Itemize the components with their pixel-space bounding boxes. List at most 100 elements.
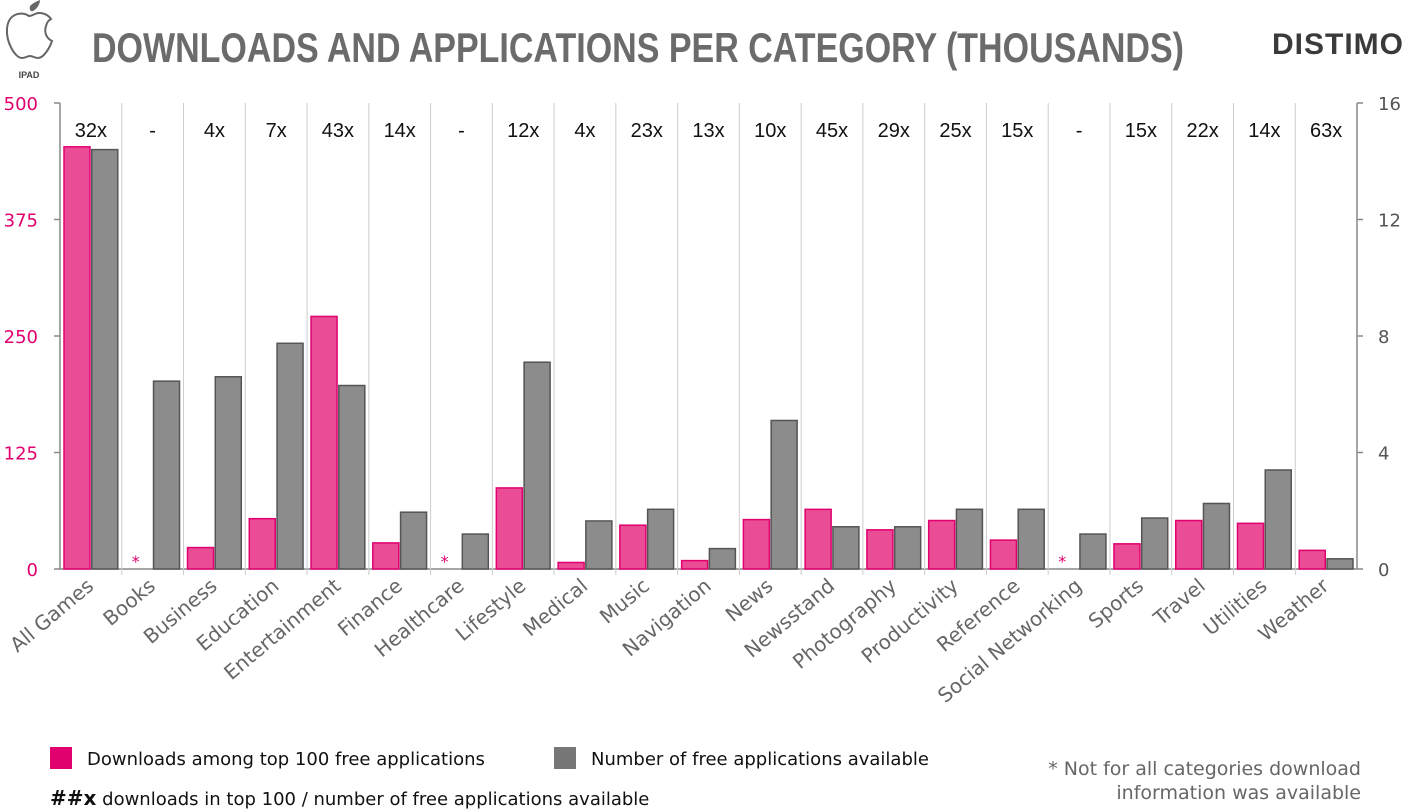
right-axis-tick-label: 0 bbox=[1378, 560, 1389, 581]
ratio-label: 15x bbox=[1125, 120, 1157, 142]
apps-bar bbox=[585, 520, 613, 570]
apps-bar bbox=[1140, 517, 1169, 570]
not-available-marker: * bbox=[132, 552, 140, 571]
apps-bar bbox=[338, 384, 366, 570]
not-available-marker: * bbox=[1058, 552, 1066, 571]
apps-bar bbox=[1264, 469, 1292, 570]
ratio-label: 4x bbox=[574, 120, 595, 142]
left-axis-ticks: 0 125 250 375 500 bbox=[4, 94, 60, 581]
ratio-label: 22x bbox=[1186, 120, 1218, 142]
downloads-bar bbox=[495, 487, 524, 570]
downloads-bar bbox=[742, 518, 771, 570]
brand-logo: DISTIMO bbox=[1272, 28, 1404, 61]
legend-downloads-label: Downloads among top 100 free application… bbox=[87, 749, 485, 770]
apps-bar bbox=[523, 361, 551, 570]
ratio-label: 23x bbox=[631, 120, 663, 142]
category-label: Sports bbox=[1083, 573, 1148, 633]
downloads-bar bbox=[927, 519, 956, 570]
apps-bar bbox=[399, 511, 428, 570]
category-labels: All Games BooksBusinessEducationEntertain… bbox=[5, 573, 1334, 708]
device-label: IPAD bbox=[19, 70, 40, 80]
footnote-line2: information was available bbox=[1116, 782, 1361, 804]
downloads-bar bbox=[63, 146, 91, 570]
ratio-label: 25x bbox=[939, 120, 971, 142]
left-axis-tick-label: 500 bbox=[4, 94, 38, 115]
ratio-label: 63x bbox=[1310, 120, 1342, 142]
apps-bar bbox=[152, 380, 181, 570]
legend: Downloads among top 100 free application… bbox=[50, 747, 929, 810]
downloads-bar bbox=[804, 508, 832, 570]
legend-apps-label: Number of free applications available bbox=[591, 749, 929, 770]
left-axis-tick-label: 250 bbox=[4, 327, 38, 348]
downloads-bar bbox=[680, 559, 709, 570]
category-label: All Games bbox=[5, 573, 98, 656]
right-axis-tick-label: 12 bbox=[1378, 211, 1401, 232]
legend-downloads-swatch bbox=[50, 747, 72, 769]
right-axis-tick-label: 4 bbox=[1378, 444, 1389, 465]
ratio-label: 13x bbox=[692, 120, 724, 142]
downloads-bar bbox=[1298, 549, 1326, 570]
apps-bar bbox=[1202, 502, 1231, 570]
category-label: Lifestyle bbox=[451, 573, 531, 645]
apps-bar bbox=[1079, 533, 1107, 570]
ratio-legend: ##x downloads in top 100 / number of fre… bbox=[50, 786, 649, 810]
apps-bar bbox=[893, 526, 922, 570]
downloads-bar bbox=[372, 542, 400, 570]
left-axis-tick-label: 375 bbox=[4, 211, 38, 232]
downloads-bar bbox=[310, 315, 338, 570]
right-axis-tick-label: 8 bbox=[1378, 327, 1389, 348]
downloads-bar bbox=[1113, 543, 1141, 570]
ratio-label: 43x bbox=[322, 120, 354, 142]
ratio-label: - bbox=[149, 120, 156, 142]
apps-bar bbox=[955, 508, 984, 570]
apps-bar bbox=[646, 508, 675, 570]
apps-bar bbox=[91, 148, 119, 570]
ratio-label: 45x bbox=[816, 120, 848, 142]
downloads-bar bbox=[1174, 519, 1203, 570]
ratio-label: - bbox=[458, 120, 465, 142]
apps-bar bbox=[832, 526, 860, 570]
apps-bar bbox=[1326, 558, 1354, 570]
ratio-label: 12x bbox=[507, 120, 539, 142]
downloads-bar bbox=[186, 546, 215, 570]
right-axis-tick-label: 16 bbox=[1378, 94, 1401, 115]
category-separators bbox=[121, 103, 1296, 575]
downloads-bar bbox=[989, 539, 1018, 570]
ratio-label: 7x bbox=[266, 120, 287, 142]
ratio-label: 32x bbox=[75, 120, 107, 142]
apps-bar bbox=[276, 342, 304, 570]
ratio-legend-label: downloads in top 100 / number of free ap… bbox=[96, 789, 649, 810]
chart-title: DOWNLOADS AND APPLICATIONS PER CATEGORY … bbox=[92, 24, 1184, 71]
ratio-label: 29x bbox=[878, 120, 910, 142]
ratio-label: 14x bbox=[384, 120, 416, 142]
right-axis-ticks: 0 4 8 12 16 bbox=[1357, 94, 1401, 581]
downloads-bar bbox=[619, 524, 647, 570]
ratio-label: 15x bbox=[1001, 120, 1033, 142]
apps-bar bbox=[770, 419, 798, 570]
not-available-marker: * bbox=[441, 552, 449, 571]
apps-bar bbox=[214, 376, 243, 570]
left-axis-tick-label: 125 bbox=[4, 444, 38, 465]
apps-bar bbox=[708, 547, 737, 570]
category-label: Weather bbox=[1253, 573, 1334, 646]
ratio-label: 10x bbox=[754, 120, 786, 142]
bar-series: * * * bbox=[63, 146, 1354, 571]
footnote: * Not for all categories download inform… bbox=[1048, 758, 1361, 804]
legend-apps-swatch bbox=[554, 747, 576, 769]
ratio-legend-prefix: ##x bbox=[50, 786, 97, 810]
category-label: Medical bbox=[518, 573, 592, 641]
apps-bar bbox=[1017, 508, 1045, 570]
downloads-bar bbox=[557, 561, 585, 570]
left-axis-tick-label: 0 bbox=[27, 560, 38, 581]
downloads-bar bbox=[1236, 522, 1265, 570]
ratio-label: 14x bbox=[1248, 120, 1280, 142]
ratio-label: 4x bbox=[204, 120, 225, 142]
ratio-labels: 32x - 4x 7x 43x 14x - 12x 4x 23x 13x 10x 45x 29x 25x 15… bbox=[75, 120, 1342, 142]
apps-bar bbox=[461, 533, 490, 570]
apple-logo-icon bbox=[5, 0, 54, 60]
ratio-label: - bbox=[1076, 120, 1083, 142]
downloads-bar bbox=[248, 517, 277, 570]
footnote-line1: * Not for all categories download bbox=[1048, 758, 1361, 780]
downloads-bar bbox=[866, 529, 894, 570]
